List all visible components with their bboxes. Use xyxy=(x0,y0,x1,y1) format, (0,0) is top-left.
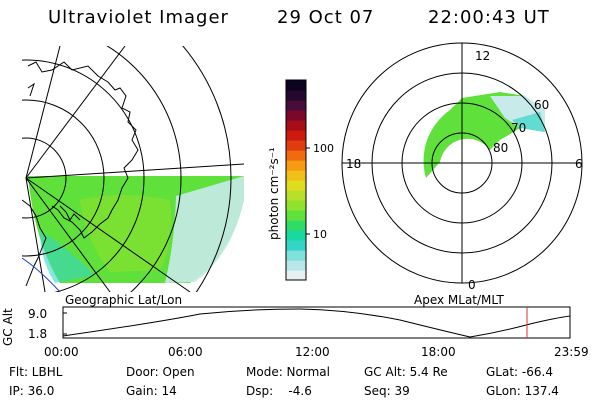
colorbar-segment xyxy=(286,160,306,171)
colorbar-frame xyxy=(285,79,307,281)
time-tick-2359: 23:59 xyxy=(554,345,589,359)
polar-plot xyxy=(341,42,583,284)
date-label: 29 Oct 07 xyxy=(277,7,375,28)
colorbar-segment xyxy=(286,220,306,231)
mlat-label-60: 60 xyxy=(534,98,549,112)
filter-info: Flt: LBHL xyxy=(9,365,63,379)
geographic-caption: Geographic Lat/Lon xyxy=(65,293,182,307)
terminator-line xyxy=(22,257,61,292)
door-info: Door: Open xyxy=(126,365,195,379)
colorbar-segment xyxy=(286,250,306,261)
colorbar-segment xyxy=(286,210,306,221)
colorbar-segment xyxy=(286,140,306,151)
time-tick-1200: 12:00 xyxy=(295,345,330,359)
colorbar-segment xyxy=(286,200,306,211)
colorbar-segment xyxy=(286,240,306,251)
colorbar-segment xyxy=(286,180,306,191)
altitude-tick-min: 1.8 xyxy=(28,327,47,341)
aurora-image-polar-teal xyxy=(512,112,545,132)
mode-info: Mode: Normal xyxy=(246,365,330,379)
colorbar-strip xyxy=(286,80,306,281)
dsp-info: Dsp: -4.6 xyxy=(246,384,312,398)
colorbar-segment xyxy=(286,270,306,281)
time-label: 22:00:43 UT xyxy=(428,7,550,28)
altitude-frame xyxy=(62,306,571,339)
mlt-label-0: 0 xyxy=(468,278,476,292)
colorbar-ticks xyxy=(306,147,310,235)
instrument-title: Ultraviolet Imager xyxy=(48,7,229,28)
colorbar-segment xyxy=(286,110,306,121)
colorbar-segment xyxy=(286,130,306,141)
glat-info: GLat: -66.4 xyxy=(486,365,553,379)
time-tick-0000: 00:00 xyxy=(44,345,79,359)
geographic-map xyxy=(22,46,244,292)
aurora-image-bright-band xyxy=(80,195,172,272)
seq-info: Seq: 39 xyxy=(364,384,410,398)
colorbar-segment xyxy=(286,170,306,181)
colorbar-tick-10: 10 xyxy=(313,228,327,241)
coastline xyxy=(22,61,139,287)
colorbar-segment xyxy=(286,90,306,101)
polar-caption: Apex MLat/MLT xyxy=(414,293,504,307)
altitude-axis-label: GC Alt xyxy=(1,308,15,346)
gain-info: Gain: 14 xyxy=(126,384,177,398)
geo-grid xyxy=(22,46,244,292)
time-tick-1800: 18:00 xyxy=(421,345,456,359)
aurora-image-faint-region xyxy=(165,176,244,283)
mlat-label-70: 70 xyxy=(511,121,526,135)
mlat-label-80: 80 xyxy=(493,141,508,155)
colorbar-segment xyxy=(286,230,306,241)
mlt-label-12: 12 xyxy=(475,49,490,63)
altitude-tick-max: 9.0 xyxy=(28,307,47,321)
colorbar-segment xyxy=(286,190,306,201)
colorbar-segment xyxy=(286,260,306,271)
aurora-image-teal-band xyxy=(40,230,95,283)
colorbar-unit-label: photon cm⁻²s⁻¹ xyxy=(267,147,281,240)
glon-info: GLon: 137.4 xyxy=(486,384,559,398)
mlt-label-18: 18 xyxy=(346,157,361,171)
colorbar-segment xyxy=(286,80,306,91)
gc-alt-info: GC Alt: 5.4 Re xyxy=(364,365,448,379)
time-tick-0600: 06:00 xyxy=(168,345,203,359)
mlt-label-6: 6 xyxy=(575,157,583,171)
colorbar-segment xyxy=(286,120,306,131)
altitude-curve xyxy=(62,308,571,338)
colorbar-segment xyxy=(286,100,306,111)
altitude-plot xyxy=(62,306,571,339)
colorbar-tick-100: 100 xyxy=(313,142,334,155)
colorbar-segment xyxy=(286,150,306,161)
ip-info: IP: 36.0 xyxy=(9,384,55,398)
